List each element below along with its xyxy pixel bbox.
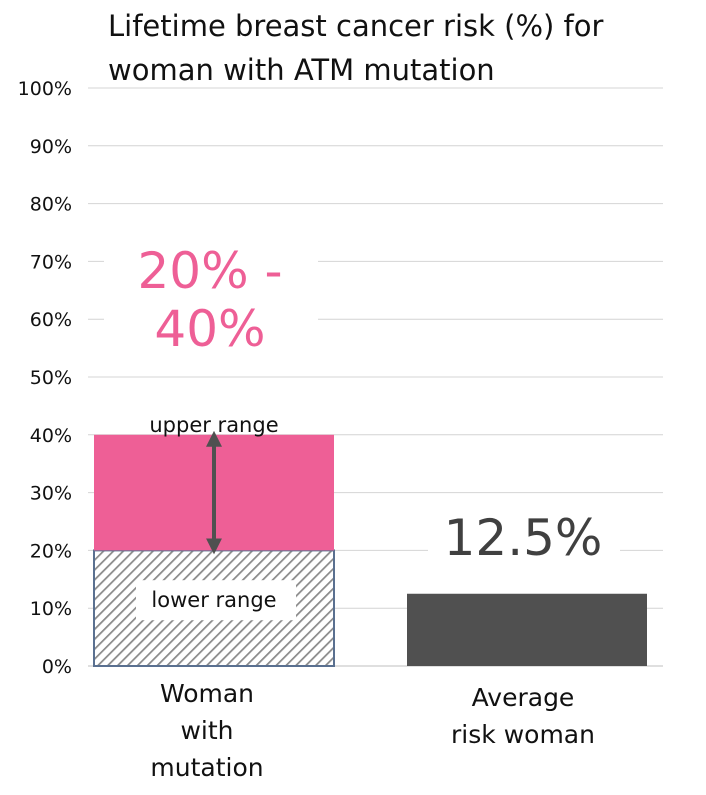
y-tick-label: 20% bbox=[30, 540, 72, 562]
x-category-label: Woman with mutation bbox=[150, 679, 263, 782]
y-tick-label: 90% bbox=[30, 136, 72, 158]
labels: upper range lower range 20% -40% 12.5% bbox=[104, 236, 620, 621]
range-value-label-bg bbox=[104, 236, 318, 376]
y-tick-label: 0% bbox=[42, 656, 72, 678]
range-value-label: 20% -40% bbox=[137, 242, 282, 358]
y-tick-label: 100% bbox=[18, 78, 72, 100]
chart-title: Lifetime breast cancer risk (%) for woma… bbox=[108, 9, 604, 87]
y-tick-label: 50% bbox=[30, 367, 72, 389]
x-axis-categories: Woman with mutation Average risk woman bbox=[150, 679, 595, 782]
y-tick-label: 70% bbox=[30, 251, 72, 273]
y-tick-label: 60% bbox=[30, 309, 72, 331]
x-category-label: Average risk woman bbox=[451, 683, 595, 749]
y-tick-label: 80% bbox=[30, 194, 72, 216]
bar-average-risk bbox=[407, 593, 647, 666]
lower-range-label: lower range bbox=[151, 588, 276, 612]
y-tick-label: 30% bbox=[30, 483, 72, 505]
average-value-label: 12.5% bbox=[444, 509, 603, 567]
y-tick-label: 40% bbox=[30, 425, 72, 447]
upper-range-label: upper range bbox=[149, 413, 278, 437]
y-tick-label: 10% bbox=[30, 598, 72, 620]
y-axis-ticks: 0% 10% 20% 30% 40% 50% 60% 70% 80% 90% 100% bbox=[18, 78, 72, 678]
lower-range-label-bg bbox=[136, 580, 296, 621]
bars bbox=[93, 430, 647, 668]
average-value-label-bg bbox=[428, 505, 620, 567]
